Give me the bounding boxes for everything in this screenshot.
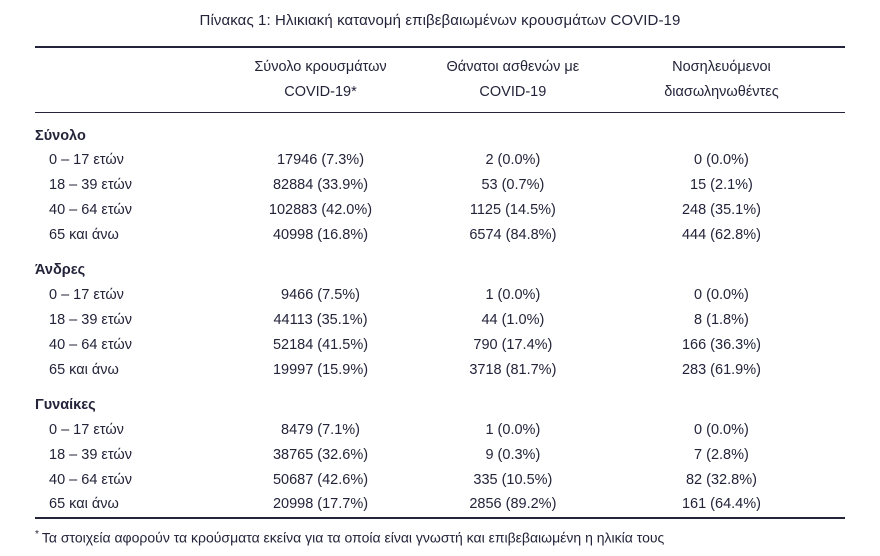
deaths-value: 6574 (84.8%) — [469, 226, 557, 243]
age-label: 40 – 64 ετών — [49, 201, 132, 218]
cases-value: 20998 (17.7%) — [272, 496, 369, 513]
section-label: Άνδρες — [35, 262, 86, 279]
age-label: 0 – 17 ετών — [49, 286, 124, 303]
deaths-value: 1125 (14.5%) — [469, 201, 556, 218]
section-header-women: Γυναίκες — [35, 383, 845, 418]
age-label: 65 και άνω — [49, 361, 119, 378]
intubated-value: 0 (0.0%) — [694, 151, 749, 168]
intubated-value: 8 (1.8%) — [694, 311, 749, 328]
col-header-intubated-line1: Νοσηλευόμενοι — [672, 59, 771, 75]
footnote-asterisk: * — [35, 528, 39, 540]
footnote-text: Τα στοιχεία αφορούν τα κρούσματα εκείνα … — [41, 529, 665, 546]
table-row: 0 – 17 ετών 8479 (7.1%) 1 (0.0%) 0 (0.0%… — [35, 418, 845, 443]
age-label: 18 – 39 ετών — [49, 176, 132, 193]
col-header-total-cases: Σύνολο κρουσμάτων COVID-19* — [213, 47, 428, 113]
deaths-value: 53 (0.7%) — [481, 176, 545, 193]
intubated-value: 166 (36.3%) — [681, 336, 761, 353]
covid-age-distribution-table: Σύνολο κρουσμάτων COVID-19* Θάνατοι ασθε… — [35, 46, 845, 519]
cases-value: 38765 (32.6%) — [272, 446, 369, 463]
cases-value: 9466 (7.5%) — [281, 286, 360, 303]
table-row: 40 – 64 ετών 102883 (42.0%) 1125 (14.5%)… — [35, 198, 845, 223]
intubated-value: 15 (2.1%) — [690, 176, 753, 193]
table-row: 18 – 39 ετών 82884 (33.9%) 53 (0.7%) 15 … — [35, 173, 845, 198]
table-row: 65 και άνω 40998 (16.8%) 6574 (84.8%) 44… — [35, 223, 845, 248]
cases-value: 40998 (16.8%) — [272, 226, 369, 243]
cases-value: 52184 (41.5%) — [272, 336, 369, 353]
deaths-value: 790 (17.4%) — [473, 336, 553, 353]
intubated-value: 283 (61.9%) — [681, 361, 761, 378]
col-header-intubated-line2: διασωληνωθέντες — [664, 84, 779, 100]
col-header-intubated: Νοσηλευόμενοι διασωληνωθέντες — [598, 47, 845, 113]
cases-value: 8479 (7.1%) — [281, 421, 360, 438]
age-label: 40 – 64 ετών — [49, 471, 132, 488]
table-row: 18 – 39 ετών 44113 (35.1%) 44 (1.0%) 8 (… — [35, 308, 845, 333]
cases-value: 44113 (35.1%) — [273, 311, 368, 328]
age-label: 65 και άνω — [49, 226, 119, 243]
deaths-value: 1 (0.0%) — [485, 421, 541, 438]
cases-value: 82884 (33.9%) — [272, 176, 369, 193]
intubated-value: 444 (62.8%) — [681, 226, 761, 243]
col-header-deaths-line1: Θάνατοι ασθενών με — [446, 59, 580, 75]
section-label: Γυναίκες — [35, 397, 96, 414]
intubated-value: 248 (35.1%) — [681, 201, 761, 218]
age-label: 65 και άνω — [49, 496, 119, 513]
section-header-total: Σύνολο — [35, 113, 845, 148]
age-label: 18 – 39 ετών — [49, 311, 132, 328]
header-row: Σύνολο κρουσμάτων COVID-19* Θάνατοι ασθε… — [35, 47, 845, 113]
table-row: 40 – 64 ετών 50687 (42.6%) 335 (10.5%) 8… — [35, 468, 845, 493]
section-header-men: Άνδρες — [35, 248, 845, 283]
deaths-value: 44 (1.0%) — [481, 311, 545, 328]
cases-value: 102883 (42.0%) — [268, 201, 373, 218]
table-row: 0 – 17 ετών 9466 (7.5%) 1 (0.0%) 0 (0.0%… — [35, 283, 845, 308]
age-label: 0 – 17 ετών — [49, 151, 124, 168]
intubated-value: 7 (2.8%) — [694, 446, 749, 463]
col-header-deaths-line2: COVID-19 — [479, 84, 547, 100]
intubated-value: 82 (32.8%) — [685, 471, 757, 488]
deaths-value: 2856 (89.2%) — [469, 496, 557, 513]
cases-value: 50687 (42.6%) — [272, 471, 369, 488]
section-label: Σύνολο — [35, 127, 86, 144]
deaths-value: 3718 (81.7%) — [469, 361, 557, 378]
col-header-total-cases-line1: Σύνολο κρουσμάτων — [254, 59, 387, 75]
intubated-value: 0 (0.0%) — [694, 421, 749, 438]
table-footnote: * Τα στοιχεία αφορούν τα κρούσματα εκείνα… — [35, 519, 845, 547]
age-label: 0 – 17 ετών — [49, 421, 124, 438]
table-row: 0 – 17 ετών 17946 (7.3%) 2 (0.0%) 0 (0.0… — [35, 148, 845, 173]
table-row: 65 και άνω 20998 (17.7%) 2856 (89.2%) 16… — [35, 493, 845, 518]
age-label: 40 – 64 ετών — [49, 336, 132, 353]
age-label: 18 – 39 ετών — [49, 446, 132, 463]
deaths-value: 335 (10.5%) — [473, 471, 553, 488]
intubated-value: 161 (64.4%) — [681, 496, 761, 513]
col-header-total-cases-line2: COVID-19* — [284, 84, 357, 100]
col-header-deaths: Θάνατοι ασθενών με COVID-19 — [428, 47, 598, 113]
table-title: Πίνακας 1: Ηλικιακή κατανομή επιβεβαιωμέ… — [199, 12, 681, 29]
deaths-value: 9 (0.3%) — [485, 446, 541, 463]
cases-value: 19997 (15.9%) — [272, 361, 369, 378]
deaths-value: 1 (0.0%) — [485, 286, 541, 303]
cases-value: 17946 (7.3%) — [276, 151, 365, 168]
row-label-column-header — [35, 47, 213, 113]
intubated-value: 0 (0.0%) — [694, 286, 749, 303]
deaths-value: 2 (0.0%) — [485, 151, 541, 168]
table-row: 40 – 64 ετών 52184 (41.5%) 790 (17.4%) 1… — [35, 333, 845, 358]
table-row: 65 και άνω 19997 (15.9%) 3718 (81.7%) 28… — [35, 358, 845, 383]
table-row: 18 – 39 ετών 38765 (32.6%) 9 (0.3%) 7 (2… — [35, 443, 845, 468]
